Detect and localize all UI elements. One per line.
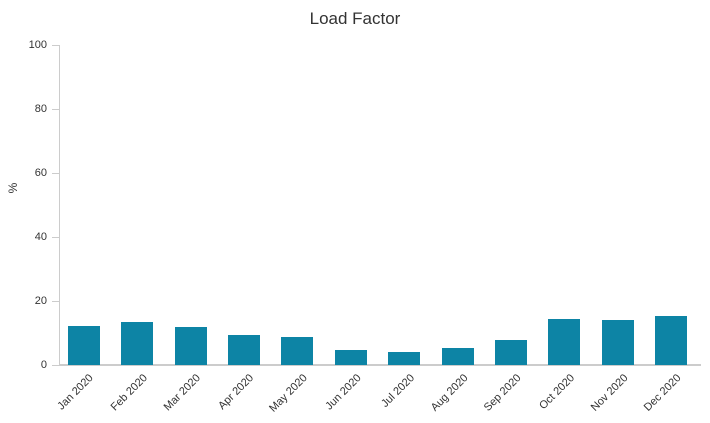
y-tick-mark — [52, 237, 59, 238]
y-tick-label: 40 — [34, 231, 47, 243]
y-tick-mark — [52, 109, 59, 110]
x-axis-label: May 2020 — [267, 372, 310, 415]
bar-dec-2020[interactable] — [655, 316, 688, 365]
x-axis-label: Feb 2020 — [108, 372, 150, 414]
bar-feb-2020[interactable] — [121, 322, 154, 365]
y-tick-label: 80 — [34, 103, 47, 115]
x-axis-label: Dec 2020 — [641, 372, 684, 414]
bar-jan-2020[interactable] — [67, 326, 100, 365]
x-axis-label: Sep 2020 — [481, 372, 524, 414]
y-tick-label: 20 — [34, 295, 47, 307]
y-tick-label: 60 — [34, 167, 47, 179]
y-tick-label: 0 — [40, 359, 47, 371]
bar-mar-2020[interactable] — [174, 326, 207, 365]
x-axis-line — [59, 364, 701, 366]
bar-nov-2020[interactable] — [601, 319, 634, 365]
x-axis-label: Jul 2020 — [378, 372, 417, 410]
x-axis-label: Apr 2020 — [216, 372, 257, 413]
x-axis-label: Jan 2020 — [55, 372, 97, 413]
y-tick-label: 100 — [28, 39, 47, 51]
bar-sep-2020[interactable] — [495, 339, 528, 365]
bar-oct-2020[interactable] — [548, 319, 581, 365]
y-tick-mark — [52, 45, 59, 46]
x-axis-label: Aug 2020 — [428, 372, 471, 414]
y-tick-mark — [52, 365, 59, 366]
bar-apr-2020[interactable] — [227, 334, 260, 365]
y-axis-line — [59, 45, 60, 366]
y-tick-mark — [52, 173, 59, 174]
y-tick-mark — [52, 301, 59, 302]
x-axis-label: Nov 2020 — [588, 372, 631, 414]
x-axis-label: Oct 2020 — [536, 372, 577, 413]
bar-jul-2020[interactable] — [388, 352, 421, 365]
x-axis-label: Jun 2020 — [322, 372, 364, 413]
bar-aug-2020[interactable] — [441, 348, 474, 365]
chart-title: Load Factor — [309, 9, 401, 28]
bar-jun-2020[interactable] — [334, 350, 367, 365]
bar-may-2020[interactable] — [281, 336, 314, 365]
x-axis-label: Mar 2020 — [161, 372, 204, 414]
